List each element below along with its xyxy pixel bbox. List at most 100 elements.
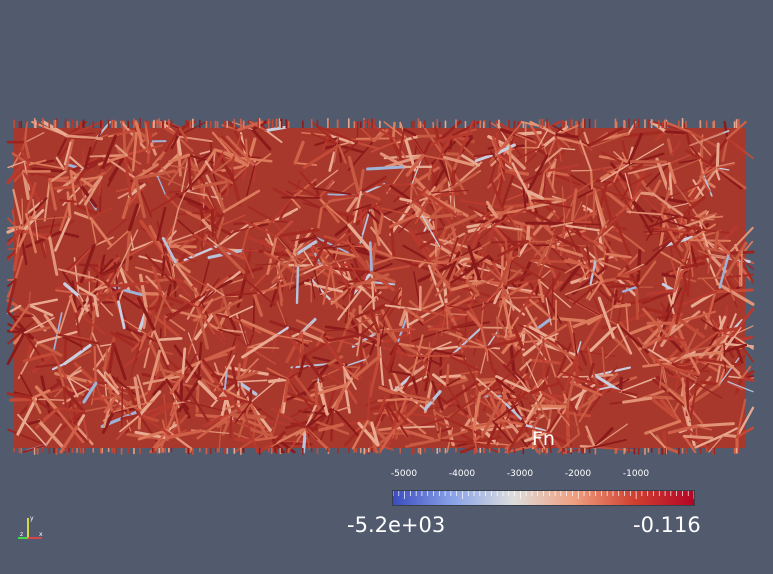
scalar-bar[interactable] bbox=[392, 490, 695, 506]
force-chain bbox=[718, 357, 740, 386]
force-chain bbox=[438, 429, 469, 442]
force-chain bbox=[368, 241, 373, 274]
force-chain bbox=[211, 312, 223, 331]
force-chain bbox=[152, 378, 169, 396]
force-chain bbox=[77, 295, 85, 309]
force-chain bbox=[655, 195, 691, 205]
force-chain bbox=[247, 206, 275, 223]
force-chain bbox=[408, 303, 445, 326]
force-chain bbox=[368, 308, 381, 334]
z-axis-label: z bbox=[20, 531, 23, 538]
force-chain bbox=[331, 406, 360, 438]
force-chain bbox=[28, 159, 47, 166]
force-chain bbox=[66, 191, 72, 219]
force-chain bbox=[7, 217, 22, 233]
force-chain bbox=[550, 221, 574, 228]
force-chain bbox=[490, 240, 529, 244]
force-chain bbox=[313, 169, 339, 189]
force-chain bbox=[688, 130, 719, 148]
force-chain bbox=[255, 263, 277, 266]
force-chain bbox=[269, 426, 307, 448]
force-chain bbox=[329, 265, 366, 292]
force-chain bbox=[222, 189, 261, 213]
force-chain bbox=[722, 427, 738, 437]
force-chain bbox=[513, 279, 541, 285]
force-chain bbox=[388, 378, 394, 394]
force-chain bbox=[295, 264, 300, 305]
force-chain bbox=[311, 238, 329, 268]
force-chain bbox=[312, 264, 330, 270]
force-chain bbox=[663, 120, 692, 133]
force-chain bbox=[523, 198, 567, 211]
force-chain bbox=[645, 162, 671, 188]
force-chain bbox=[678, 158, 702, 164]
force-chain bbox=[530, 404, 569, 408]
force-chain bbox=[291, 236, 316, 242]
force-chain bbox=[370, 137, 407, 153]
force-chain bbox=[555, 123, 581, 136]
force-chain bbox=[126, 157, 137, 180]
force-chain bbox=[408, 228, 432, 263]
force-chain bbox=[19, 374, 34, 399]
force-chain bbox=[573, 412, 581, 436]
force-chain bbox=[529, 384, 550, 395]
force-chain bbox=[603, 225, 614, 236]
force-chain bbox=[75, 414, 86, 429]
force-chain bbox=[438, 438, 481, 446]
force-chain bbox=[184, 190, 224, 200]
force-chain bbox=[24, 182, 37, 216]
force-chain bbox=[611, 162, 644, 185]
force-chain bbox=[485, 337, 522, 349]
force-chain bbox=[193, 179, 235, 189]
force-chain bbox=[704, 290, 717, 330]
force-chain bbox=[644, 240, 671, 266]
force-chain bbox=[531, 391, 549, 422]
force-chain bbox=[199, 376, 221, 391]
force-chain bbox=[90, 217, 97, 244]
force-chain bbox=[225, 135, 256, 168]
force-chain bbox=[294, 161, 318, 167]
force-chain bbox=[26, 396, 35, 411]
force-chain bbox=[622, 130, 668, 138]
force-chain bbox=[275, 220, 294, 238]
force-chain bbox=[66, 376, 79, 398]
force-chain bbox=[6, 278, 17, 313]
force-chain bbox=[414, 355, 431, 361]
force-chain bbox=[101, 134, 117, 169]
force-chain bbox=[94, 284, 110, 291]
force-chain bbox=[25, 419, 41, 426]
force-chain bbox=[6, 310, 34, 340]
force-chain bbox=[23, 317, 55, 334]
force-chain bbox=[249, 428, 274, 438]
force-chain bbox=[172, 277, 192, 298]
force-chain bbox=[393, 403, 420, 430]
force-chain bbox=[683, 123, 692, 147]
force-chain bbox=[43, 178, 51, 222]
scalar-bar-tick-label: -1000 bbox=[622, 469, 650, 479]
force-chain bbox=[165, 429, 203, 440]
force-chain bbox=[537, 278, 545, 303]
force-chain bbox=[89, 217, 113, 247]
force-chain bbox=[431, 348, 466, 358]
force-chain bbox=[24, 132, 45, 143]
force-chain bbox=[592, 188, 596, 219]
force-chain bbox=[399, 197, 415, 203]
force-chain bbox=[129, 341, 142, 378]
force-chain bbox=[653, 355, 688, 363]
force-chain bbox=[594, 259, 621, 271]
force-chain bbox=[126, 387, 142, 418]
force-chain bbox=[306, 407, 321, 417]
force-chain bbox=[143, 327, 155, 369]
force-chain bbox=[43, 313, 61, 337]
force-chain bbox=[579, 247, 591, 270]
force-chain bbox=[384, 304, 422, 311]
force-chain bbox=[524, 430, 549, 443]
force-chain bbox=[117, 392, 131, 416]
force-chain bbox=[572, 332, 578, 356]
force-chain bbox=[680, 261, 706, 270]
force-chain bbox=[137, 390, 162, 417]
force-chain bbox=[446, 377, 461, 387]
force-chain bbox=[386, 404, 410, 439]
